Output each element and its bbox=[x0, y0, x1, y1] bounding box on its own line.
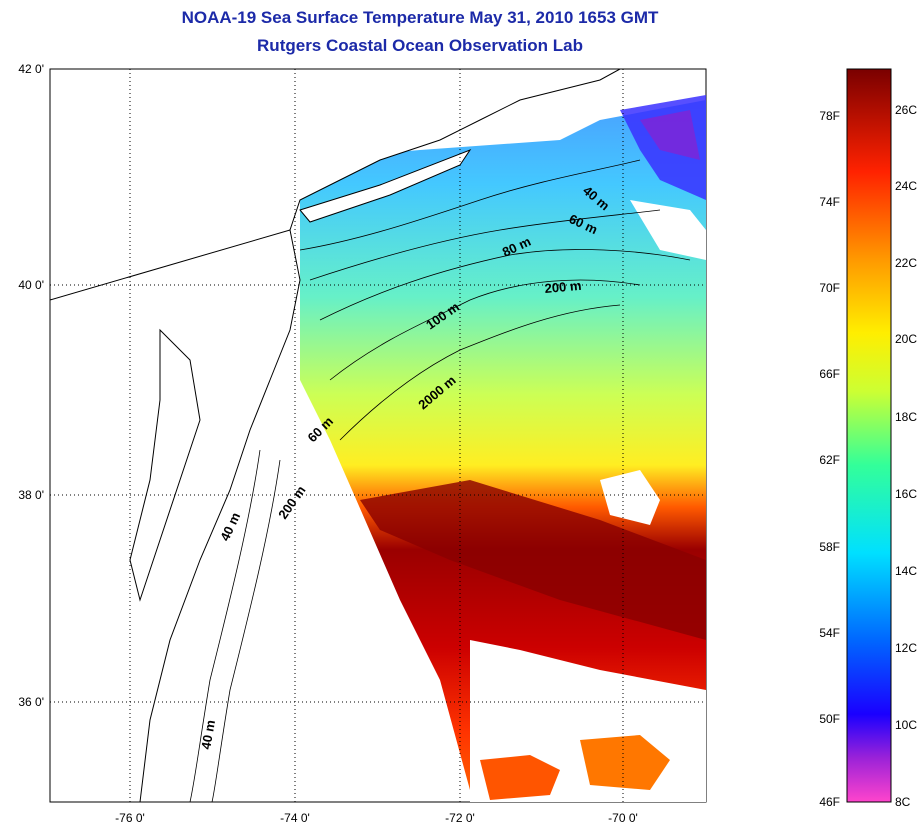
fahrenheit-scale: 78F 74F 70F 66F 62F 58F 54F 50F 46F bbox=[819, 109, 840, 809]
lon-tick-label: -72 0' bbox=[445, 811, 475, 825]
gridlines bbox=[50, 69, 706, 802]
warm-patch bbox=[480, 755, 560, 800]
cloud-gap bbox=[630, 200, 706, 260]
f-tick-label: 62F bbox=[819, 453, 840, 467]
cloud-gap bbox=[600, 470, 660, 525]
c-tick-label: 24C bbox=[895, 179, 917, 193]
c-tick-label: 26C bbox=[895, 103, 917, 117]
contour-label: 40 m bbox=[198, 719, 218, 751]
c-tick-label: 8C bbox=[895, 795, 911, 809]
f-tick-label: 66F bbox=[819, 367, 840, 381]
bathymetry-contours bbox=[189, 159, 691, 802]
lon-tick-label: -74 0' bbox=[280, 811, 310, 825]
f-tick-label: 70F bbox=[819, 281, 840, 295]
warm-water-core bbox=[360, 480, 706, 640]
map-title: NOAA-19 Sea Surface Temperature May 31, … bbox=[181, 8, 659, 27]
f-tick-label: 46F bbox=[819, 795, 840, 809]
warm-patch bbox=[580, 735, 670, 790]
c-tick-label: 20C bbox=[895, 332, 917, 346]
map-subtitle: Rutgers Coastal Ocean Observation Lab bbox=[257, 36, 583, 55]
f-tick-label: 54F bbox=[819, 626, 840, 640]
f-tick-label: 74F bbox=[819, 195, 840, 209]
contour-label: 200 m bbox=[544, 278, 582, 296]
c-tick-label: 22C bbox=[895, 256, 917, 270]
cold-water-core bbox=[640, 110, 700, 160]
lon-tick-label: -76 0' bbox=[115, 811, 145, 825]
c-tick-label: 18C bbox=[895, 410, 917, 424]
c-tick-label: 16C bbox=[895, 487, 917, 501]
f-tick-label: 50F bbox=[819, 712, 840, 726]
c-tick-label: 14C bbox=[895, 564, 917, 578]
lat-tick-label: 36 0' bbox=[18, 695, 44, 709]
c-tick-label: 12C bbox=[895, 641, 917, 655]
lat-tick-label: 38 0' bbox=[18, 488, 44, 502]
f-tick-label: 78F bbox=[819, 109, 840, 123]
coastline-mid-atlantic bbox=[50, 229, 301, 802]
celsius-scale: 26C 24C 22C 20C 18C 16C 14C 12C 10C 8C bbox=[895, 103, 917, 809]
colorbar bbox=[846, 68, 892, 803]
lat-tick-label: 42 0' bbox=[18, 62, 44, 76]
lat-tick-label: 40 0' bbox=[18, 278, 44, 292]
lon-tick-label: -70 0' bbox=[608, 811, 638, 825]
sst-swath bbox=[300, 100, 706, 802]
f-tick-label: 58F bbox=[819, 540, 840, 554]
c-tick-label: 10C bbox=[895, 718, 917, 732]
chesapeake-bay bbox=[129, 328, 201, 602]
